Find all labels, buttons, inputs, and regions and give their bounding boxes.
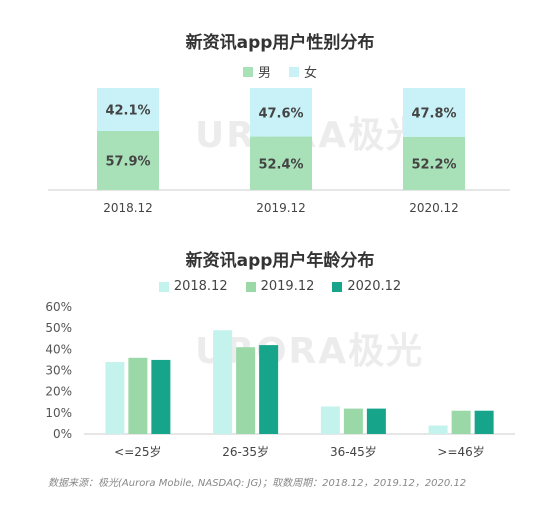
age-bar-2018-12-2 bbox=[320, 406, 340, 434]
age-bar-2018-12-3 bbox=[428, 425, 448, 434]
age-x-tick-label: >=46岁 bbox=[437, 444, 484, 459]
age-bar-2018-12-0 bbox=[105, 362, 125, 434]
age-x-tick-label: 26-35岁 bbox=[222, 444, 269, 459]
gender-chart-title: 新资讯app用户性别分布 bbox=[185, 33, 375, 53]
gender-x-tick-label: 2020.12 bbox=[409, 201, 459, 215]
gender-data-label: 52.2% bbox=[411, 157, 456, 172]
age-y-tick-label: 60% bbox=[45, 300, 72, 314]
legend-swatch-male bbox=[242, 66, 253, 77]
gender-chart: 57.9% 42.1% 2018.12 52.4% 47.6% 2019.12 52.2% 4… bbox=[48, 88, 510, 215]
age-y-tick-label: 0% bbox=[53, 427, 72, 441]
age-y-tick-label: 20% bbox=[45, 385, 72, 399]
age-y-tick-label: 50% bbox=[45, 321, 72, 335]
legend-item-female: 女 bbox=[289, 62, 317, 81]
gender-bar-male-2 bbox=[403, 136, 465, 190]
gender-bar-male-0 bbox=[97, 130, 159, 190]
age-bar-2020-12-2 bbox=[366, 408, 386, 434]
age-chart: 0% 10% 20% 30% 40% 50% 60% <=25岁 26-35岁 36-45岁 >=4… bbox=[45, 300, 515, 459]
legend-item-2019: 2019.12 bbox=[245, 279, 315, 294]
age-y-tick-label: 10% bbox=[45, 406, 72, 420]
age-bar-2019-12-1 bbox=[236, 347, 256, 434]
gender-bar-female-2 bbox=[403, 88, 465, 137]
age-bar-2019-12-3 bbox=[451, 410, 471, 434]
age-y-tick-label: 40% bbox=[45, 342, 72, 356]
age-bar-2019-12-2 bbox=[343, 408, 363, 434]
age-x-tick-label: <=25岁 bbox=[114, 444, 161, 459]
legend-label-2020: 2020.12 bbox=[347, 279, 402, 294]
legend-swatch-2018 bbox=[158, 281, 169, 292]
legend-label-male: 男 bbox=[257, 66, 271, 81]
gender-data-label: 57.9% bbox=[105, 154, 150, 169]
age-bar-2020-12-0 bbox=[151, 359, 171, 434]
gender-data-label: 52.4% bbox=[258, 157, 303, 172]
legend-label-2019: 2019.12 bbox=[260, 279, 315, 294]
gender-x-tick-label: 2019.12 bbox=[256, 201, 306, 215]
gender-bar-male-1 bbox=[250, 136, 312, 190]
legend-swatch-2020 bbox=[332, 281, 343, 292]
age-y-tick-label: 30% bbox=[45, 364, 72, 378]
age-chart-title: 新资讯app用户年龄分布 bbox=[185, 251, 375, 271]
age-bar-2018-12-1 bbox=[213, 330, 233, 434]
legend-item-2018: 2018.12 bbox=[158, 279, 228, 294]
age-bar-2020-12-3 bbox=[474, 410, 494, 434]
legend-swatch-2019 bbox=[245, 281, 256, 292]
legend-label-female: 女 bbox=[304, 66, 318, 81]
gender-x-tick-label: 2018.12 bbox=[103, 201, 153, 215]
age-x-tick-label: 36-45岁 bbox=[330, 444, 377, 459]
age-bar-2019-12-0 bbox=[128, 357, 148, 434]
legend-item-2020: 2020.12 bbox=[332, 279, 401, 294]
gender-data-label: 47.8% bbox=[411, 106, 456, 121]
gender-data-label: 42.1% bbox=[105, 103, 150, 118]
legend-item-male: 男 bbox=[242, 62, 271, 81]
age-bar-2020-12-1 bbox=[259, 345, 279, 434]
gender-legend: 男 女 bbox=[0, 62, 560, 81]
age-legend: 2018.12 2019.12 2020.12 bbox=[0, 279, 560, 294]
watermark-bottom: URORA极光 bbox=[195, 331, 425, 372]
gender-bar-female-1 bbox=[250, 88, 312, 137]
source-note: 数据来源：极光(Aurora Mobile, NASDAQ: JG)；取数周期：… bbox=[48, 478, 467, 489]
gender-data-label: 47.6% bbox=[258, 106, 303, 121]
legend-swatch-female bbox=[289, 66, 299, 77]
legend-label-2018: 2018.12 bbox=[173, 279, 228, 294]
gender-bar-female-0 bbox=[97, 88, 159, 131]
